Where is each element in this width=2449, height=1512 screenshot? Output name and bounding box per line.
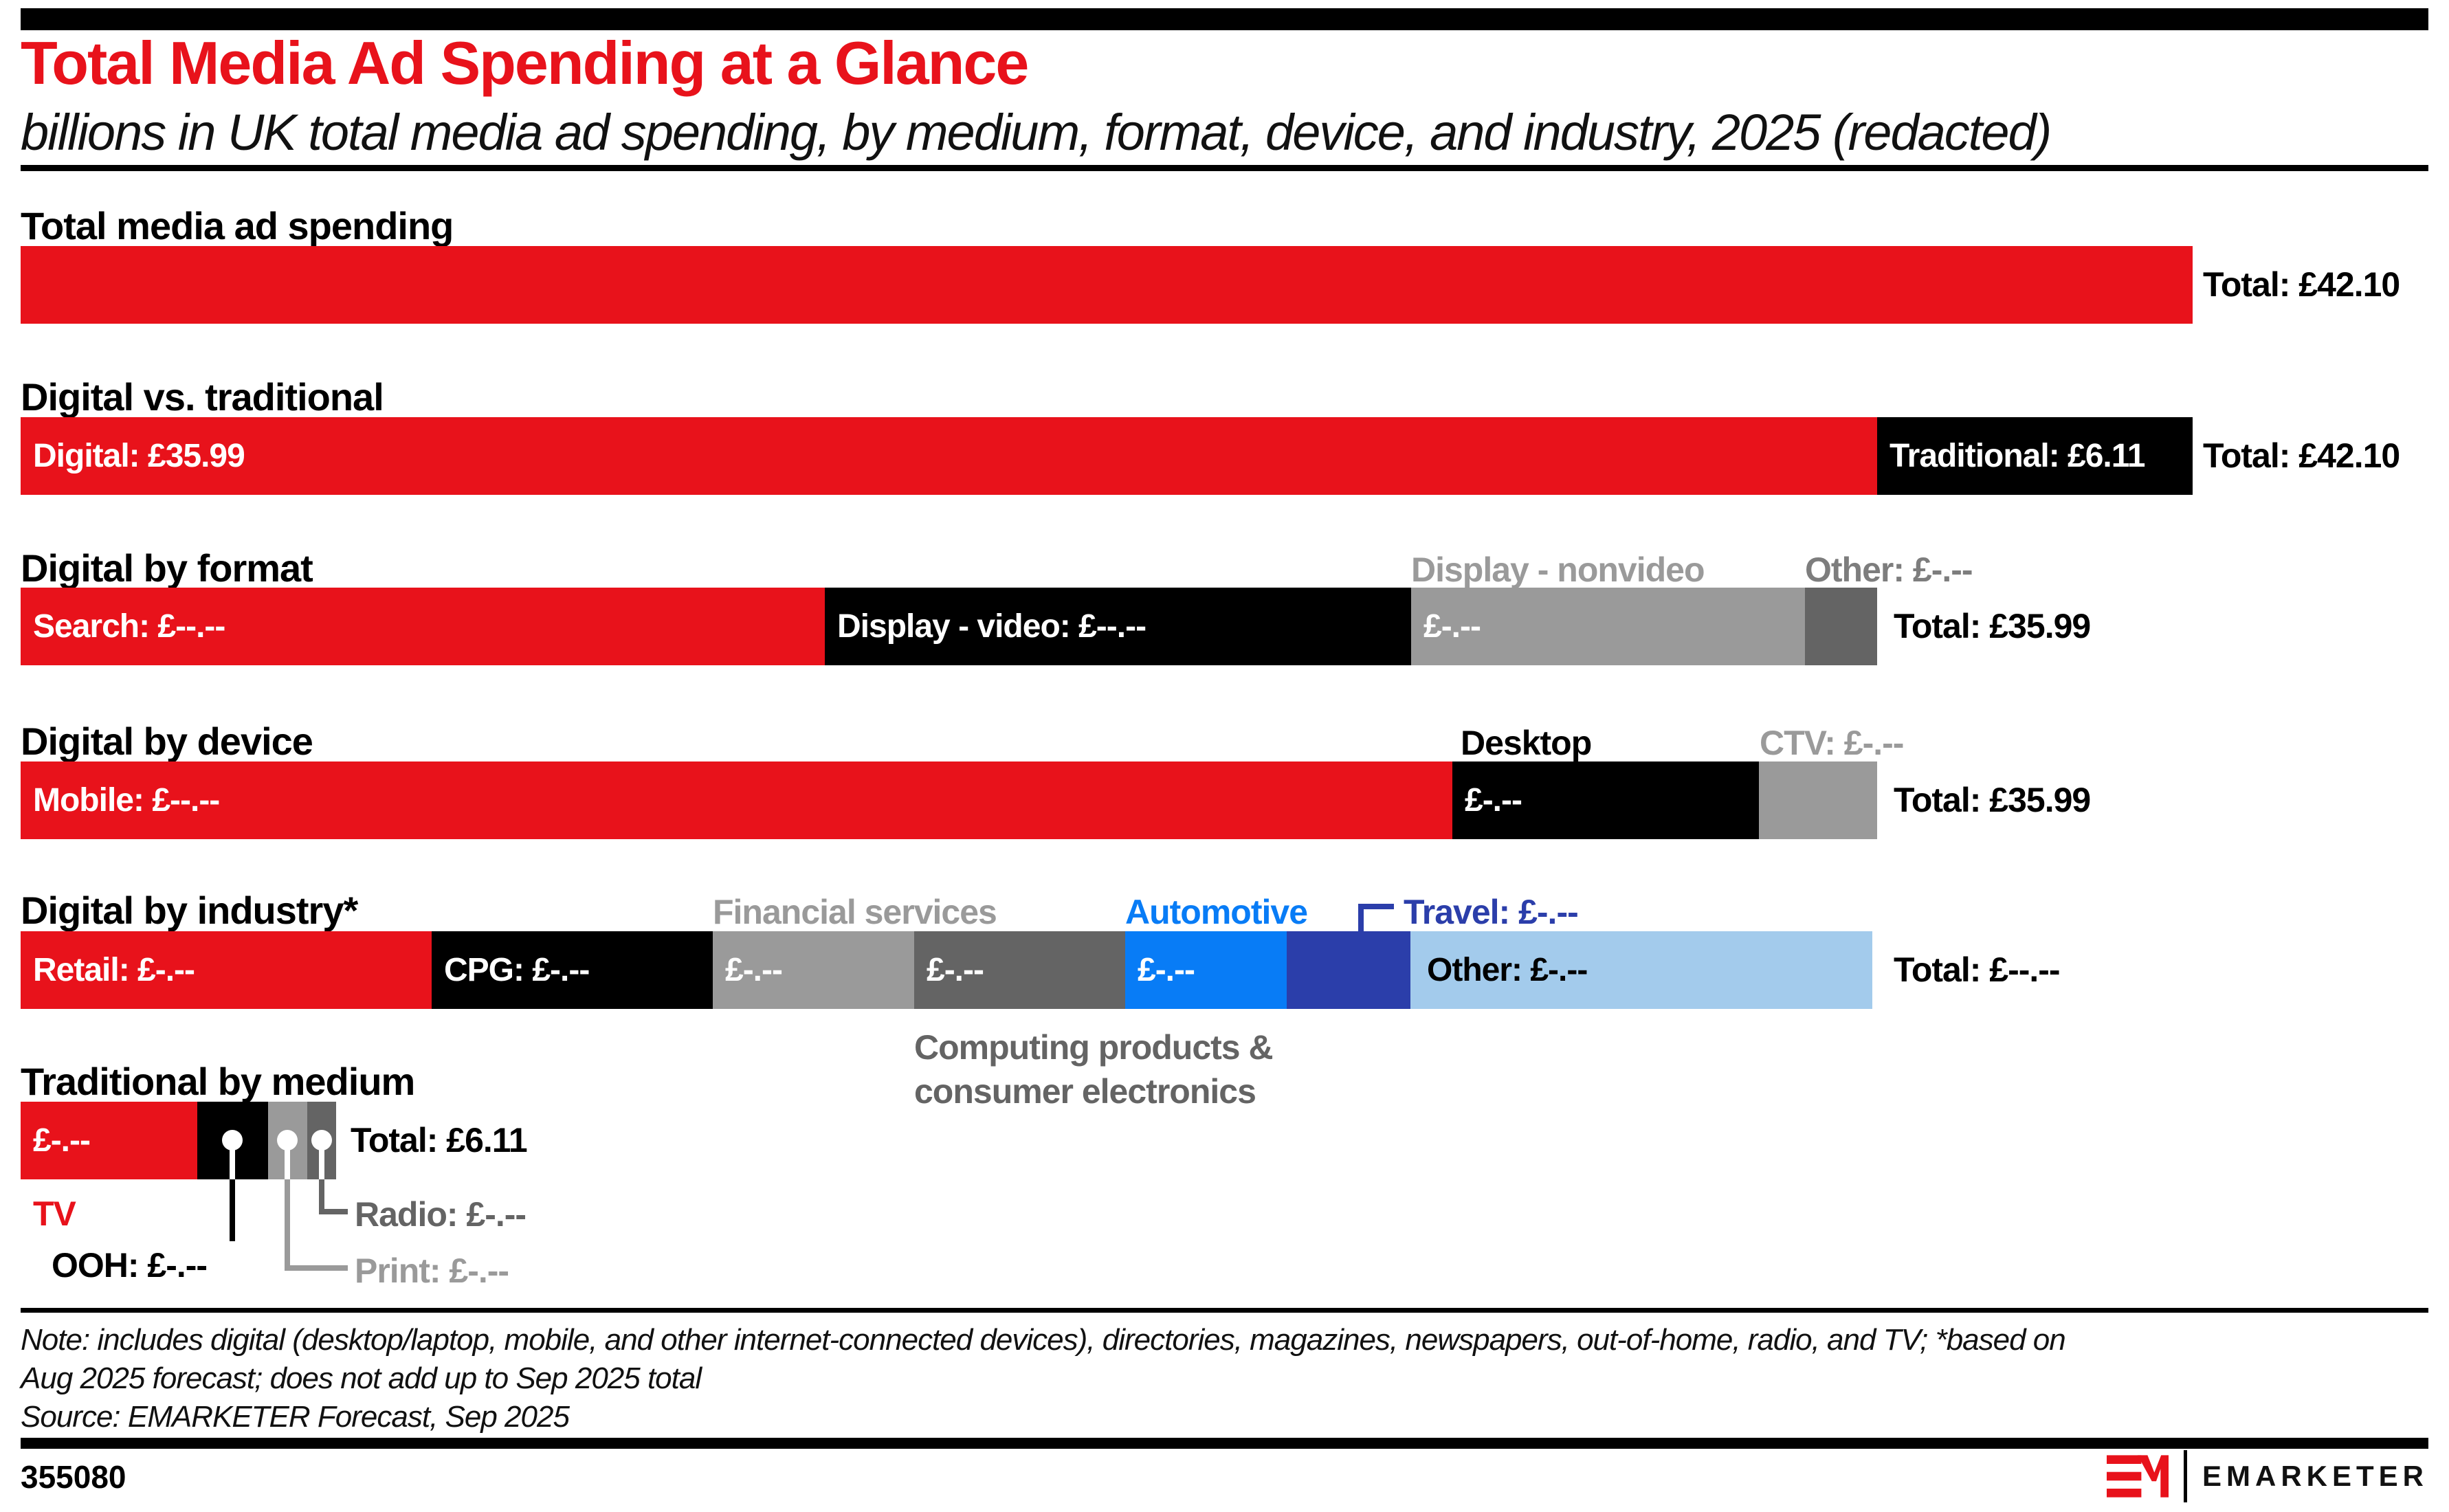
segment-computing-value: £-.-- [927,952,984,988]
note-line-2: Aug 2025 forecast; does not add up to Se… [21,1361,702,1395]
segment-retail: Retail: £-.-- [21,931,432,1009]
total-label-6: Total: £6.11 [351,1121,528,1159]
total-label-1: Total: £42.10 [2203,265,2400,304]
segment-digital: Digital: £35.99 [21,417,1877,495]
total-label-5: Total: £--.-- [1894,950,2061,989]
callout-computing-line1: Computing products & [914,1028,1274,1067]
segment-display-video: Display - video: £--.-- [825,588,1411,665]
segment-search-label: Search: £--.-- [33,608,225,645]
segment-mobile-label: Mobile: £--.-- [33,782,220,819]
total-label-3: Total: £35.99 [1894,607,2091,645]
segment-desktop: £-.-- [1452,761,1759,839]
segment-display-nonvideo: £-.-- [1411,588,1805,665]
ooh-dot-stem [230,1140,235,1179]
total-label-4: Total: £35.99 [1894,781,2091,819]
footer-rule [21,1438,2428,1449]
segment-retail-label: Retail: £-.-- [33,952,195,988]
segment-total [21,246,2193,324]
segment-desktop-value: £-.-- [1465,782,1522,819]
segment-search: Search: £--.-- [21,588,825,665]
segment-travel [1287,931,1410,1009]
segment-tv-value: £-.-- [33,1122,91,1159]
segment-ctv [1759,761,1877,839]
radio-callout-dot [311,1130,332,1150]
segment-mobile: Mobile: £--.-- [21,761,1452,839]
segment-cpg-label: CPG: £-.-- [444,952,590,988]
callout-ctv: CTV: £-.-- [1760,724,1904,762]
callout-desktop: Desktop [1461,724,1592,762]
ooh-callout-dot [222,1130,243,1150]
print-callout-hline [287,1265,348,1271]
bar-device: Mobile: £--.-- £-.-- [0,761,2449,839]
print-callout-dot [277,1130,298,1150]
segment-display-nonvideo-value: £-.-- [1423,608,1481,645]
source-line: Source: EMARKETER Forecast, Sep 2025 [21,1400,570,1434]
callout-financial-services: Financial services [713,893,997,931]
segment-financial-value: £-.-- [725,952,783,988]
brand-divider [2183,1450,2187,1502]
total-label-2: Total: £42.10 [2203,436,2400,475]
callout-automotive: Automotive [1125,893,1308,931]
bar-industry: Retail: £-.-- CPG: £-.-- £-.-- £-.-- £-.… [0,931,2449,1009]
callout-display-nonvideo: Display - nonvideo [1411,551,1705,589]
segment-tv: £-.-- [21,1102,197,1179]
segment-automotive: £-.-- [1125,931,1287,1009]
page-subtitle: billions in UK total media ad spending, … [21,104,2052,161]
callout-print: Print: £-.-- [355,1252,509,1290]
brand-lockup: EMARKETER [2106,1449,2428,1504]
ooh-callout-line [230,1179,235,1241]
segment-cpg: CPG: £-.-- [432,931,713,1009]
segment-computing: £-.-- [914,931,1125,1009]
travel-callout-hline [1359,904,1394,909]
segment-format-other [1805,588,1877,665]
segment-automotive-value: £-.-- [1138,952,1195,988]
header-rule [21,165,2428,171]
radio-callout-hline [322,1209,348,1214]
radio-dot-stem [319,1140,324,1179]
callout-radio: Radio: £-.-- [355,1195,527,1234]
callout-ooh: OOH: £-.-- [52,1246,208,1285]
callout-format-other: Other: £-.-- [1805,551,1973,589]
segment-traditional: Traditional: £6.11 [1877,417,2193,495]
print-callout-vline [285,1179,290,1271]
note-line-1: Note: includes digital (desktop/laptop, … [21,1323,2066,1357]
section-heading-split: Digital vs. traditional [21,375,384,419]
print-dot-stem [285,1140,290,1179]
callout-travel: Travel: £-.-- [1404,893,1579,931]
callout-tv: TV [33,1194,76,1233]
radio-callout-vline [319,1179,324,1214]
section-heading-format: Digital by format [21,546,313,590]
callout-computing-line2: consumer electronics [914,1072,1256,1111]
callout-computing: Computing products & consumer electronic… [914,1025,1274,1113]
section-heading-traditional: Traditional by medium [21,1060,415,1103]
bar-total [0,246,2449,324]
bar-traditional: £-.-- [0,1102,2449,1179]
section-heading-total: Total media ad spending [21,204,454,247]
segment-financial-services: £-.-- [713,931,914,1009]
bar-split: Digital: £35.99 Traditional: £6.11 [0,417,2449,495]
bar-format: Search: £--.-- Display - video: £--.-- £… [0,588,2449,665]
top-rule [21,8,2428,30]
section-heading-industry: Digital by industry* [21,889,358,932]
segment-digital-label: Digital: £35.99 [33,438,245,474]
segment-traditional-label: Traditional: £6.11 [1890,438,2145,474]
footnote-rule [21,1308,2428,1313]
section-heading-device: Digital by device [21,720,313,763]
segment-display-video-label: Display - video: £--.-- [837,608,1146,645]
chart-id: 355080 [21,1459,126,1495]
segment-industry-other-label: Other: £-.-- [1427,952,1588,988]
page-title: Total Media Ad Spending at a Glance [21,29,1029,97]
segment-industry-other: Other: £-.-- [1410,931,1872,1009]
brand-name: EMARKETER [2202,1460,2428,1492]
emarketer-logo-icon [2106,1455,2169,1498]
travel-callout-vline [1358,904,1364,931]
